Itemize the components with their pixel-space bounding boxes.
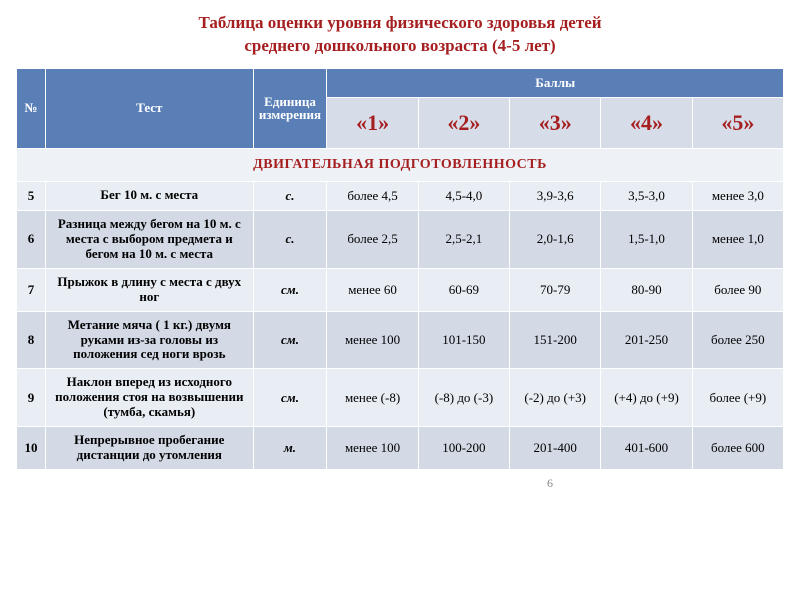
table-row: 9 Наклон вперед из исходного положения с… (17, 369, 784, 427)
section-row: ДВИГАТЕЛЬНАЯ ПОДГОТОВЛЕННОСТЬ (17, 148, 784, 181)
header-num: № (17, 68, 46, 148)
assessment-table: № Тест Единица измерения Баллы «1» «2» «… (16, 68, 784, 470)
title-line1: Таблица оценки уровня физического здоров… (198, 13, 601, 32)
row-val: 70-79 (510, 268, 601, 311)
table-row: 7 Прыжок в длину с места с двух ног см. … (17, 268, 784, 311)
row-val: менее (-8) (327, 369, 418, 427)
table-row: 10 Непрерывное пробегание дистанции до у… (17, 427, 784, 470)
row-val: более 90 (692, 268, 783, 311)
row-num: 10 (17, 427, 46, 470)
row-unit: см. (253, 311, 327, 369)
row-val: 2,5-2,1 (418, 210, 509, 268)
page-number: 6 (16, 476, 784, 491)
row-val: 1,5-1,0 (601, 210, 692, 268)
header-unit: Единица измерения (253, 68, 327, 148)
row-test: Непрерывное пробегание дистанции до утом… (46, 427, 254, 470)
table-row: 8 Метание мяча ( 1 кг.) двумя руками из-… (17, 311, 784, 369)
row-val: 151-200 (510, 311, 601, 369)
row-val: менее 1,0 (692, 210, 783, 268)
row-unit: см. (253, 369, 327, 427)
page-title: Таблица оценки уровня физического здоров… (16, 12, 784, 58)
row-val: 2,0-1,6 (510, 210, 601, 268)
header-level-5: «5» (692, 97, 783, 148)
row-unit: с. (253, 181, 327, 210)
row-val: 80-90 (601, 268, 692, 311)
table-row: 5 Бег 10 м. с места с. более 4,5 4,5-4,0… (17, 181, 784, 210)
header-level-3: «3» (510, 97, 601, 148)
row-val: менее 100 (327, 311, 418, 369)
row-val: менее 100 (327, 427, 418, 470)
row-num: 6 (17, 210, 46, 268)
row-val: более (+9) (692, 369, 783, 427)
row-num: 5 (17, 181, 46, 210)
row-val: более 250 (692, 311, 783, 369)
row-val: (-2) до (+3) (510, 369, 601, 427)
row-val: 60-69 (418, 268, 509, 311)
row-test: Наклон вперед из исходного положения сто… (46, 369, 254, 427)
row-num: 8 (17, 311, 46, 369)
row-num: 7 (17, 268, 46, 311)
header-row-top: № Тест Единица измерения Баллы (17, 68, 784, 97)
row-test: Бег 10 м. с места (46, 181, 254, 210)
header-level-4: «4» (601, 97, 692, 148)
row-val: 3,9-3,6 (510, 181, 601, 210)
row-val: 3,5-3,0 (601, 181, 692, 210)
header-level-1: «1» (327, 97, 418, 148)
row-val: 401-600 (601, 427, 692, 470)
row-val: более 4,5 (327, 181, 418, 210)
row-val: 100-200 (418, 427, 509, 470)
row-val: (+4) до (+9) (601, 369, 692, 427)
row-val: 101-150 (418, 311, 509, 369)
header-level-2: «2» (418, 97, 509, 148)
row-val: менее 60 (327, 268, 418, 311)
table-row: 6 Разница между бегом на 10 м. с места с… (17, 210, 784, 268)
row-val: 201-400 (510, 427, 601, 470)
row-val: 201-250 (601, 311, 692, 369)
row-unit: м. (253, 427, 327, 470)
row-val: 4,5-4,0 (418, 181, 509, 210)
row-unit: см. (253, 268, 327, 311)
row-val: более 2,5 (327, 210, 418, 268)
row-test: Прыжок в длину с места с двух ног (46, 268, 254, 311)
row-val: более 600 (692, 427, 783, 470)
row-test: Разница между бегом на 10 м. с места с в… (46, 210, 254, 268)
row-test: Метание мяча ( 1 кг.) двумя руками из-за… (46, 311, 254, 369)
title-line2: среднего дошкольного возраста (4-5 лет) (244, 36, 555, 55)
header-scores: Баллы (327, 68, 784, 97)
row-val: (-8) до (-3) (418, 369, 509, 427)
row-num: 9 (17, 369, 46, 427)
section-label: ДВИГАТЕЛЬНАЯ ПОДГОТОВЛЕННОСТЬ (17, 148, 784, 181)
row-unit: с. (253, 210, 327, 268)
row-val: менее 3,0 (692, 181, 783, 210)
header-test: Тест (46, 68, 254, 148)
